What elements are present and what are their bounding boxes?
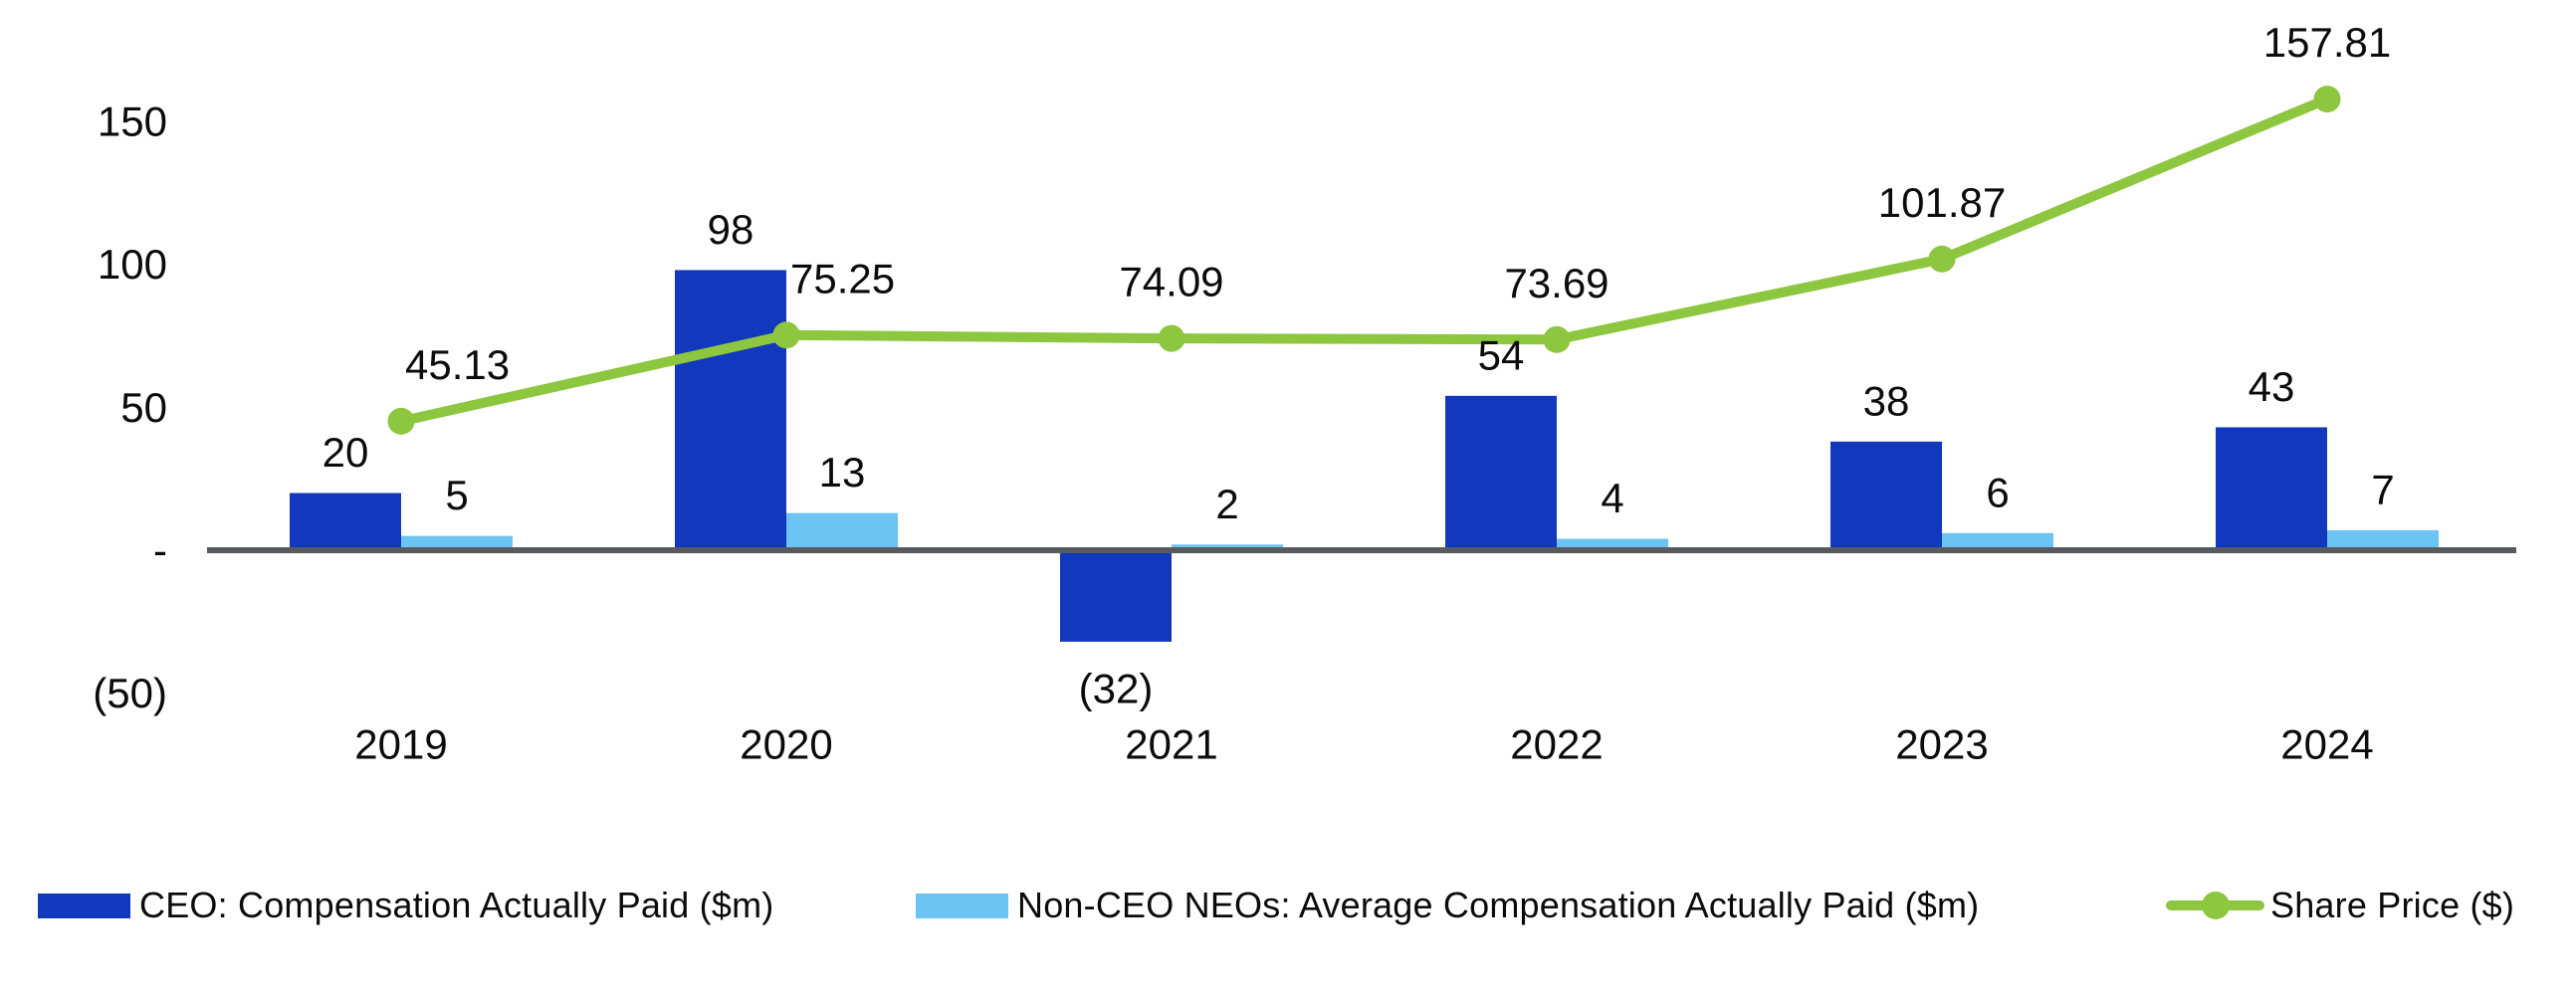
bar-ceo-2022 (1445, 395, 1557, 550)
x-axis-label-2023: 2023 (1895, 721, 1988, 768)
bar-ceo-2019 (290, 493, 401, 550)
bar-nonceo-2022 (1557, 538, 1668, 550)
y-axis-tick-label: 150 (98, 99, 167, 145)
bar-ceo-2024 (2216, 427, 2327, 550)
bar-label-nonceo-2020: 13 (819, 449, 866, 496)
share-price-line (396, 94, 2332, 427)
x-axis-label-2020: 2020 (740, 721, 832, 768)
bar-nonceo-2019 (401, 535, 513, 550)
bar-label-ceo-2022: 54 (1478, 331, 1525, 378)
x-axis-line (207, 547, 2516, 553)
bar-nonceo-2024 (2327, 529, 2439, 550)
bar-label-nonceo-2019: 5 (445, 472, 468, 518)
line-label-2022: 73.69 (1504, 260, 1609, 306)
y-axis-tick-label: 100 (98, 241, 167, 288)
line-marker-2024 (2313, 86, 2341, 113)
bar-label-ceo-2019: 20 (322, 429, 369, 476)
bar-label-ceo-2020: 98 (708, 206, 754, 253)
line-marker-2019 (387, 407, 415, 435)
x-axis-label-2022: 2022 (1510, 721, 1603, 768)
bar-label-nonceo-2023: 6 (1986, 469, 2009, 515)
y-axis-tick-label: (50) (93, 670, 167, 716)
line-marker-2021 (1158, 324, 1185, 352)
line-label-2020: 75.25 (790, 255, 895, 301)
bar-label-nonceo-2024: 7 (2371, 466, 2394, 512)
x-axis-label-2021: 2021 (1125, 721, 1217, 768)
line-label-2021: 74.09 (1119, 259, 1223, 305)
line-marker-2022 (1543, 325, 1571, 353)
bar-ceo-2020 (675, 270, 786, 550)
bar-nonceo-2023 (1942, 532, 2053, 550)
y-axis-tick-label: - (153, 527, 167, 574)
bar-ceo-2023 (1830, 441, 1942, 550)
line-marker-2023 (1928, 245, 1956, 273)
line-label-2023: 101.87 (1878, 179, 2006, 226)
line-marker-2020 (772, 321, 800, 349)
bar-label-ceo-2024: 43 (2249, 363, 2295, 410)
bar-label-nonceo-2022: 4 (1601, 475, 1623, 521)
bar-label-ceo-2021: (32) (1079, 665, 1154, 711)
x-axis-label-2019: 2019 (354, 721, 447, 768)
x-axis-label-2024: 2024 (2280, 721, 2373, 768)
bar-label-nonceo-2021: 2 (1215, 481, 1238, 527)
bar-nonceo-2020 (786, 512, 898, 550)
bar-label-ceo-2023: 38 (1863, 377, 1910, 424)
y-axis-tick-label: 50 (120, 384, 167, 431)
line-label-2024: 157.81 (2263, 19, 2391, 66)
bar-ceo-2021 (1060, 550, 1172, 642)
line-label-2019: 45.13 (405, 341, 510, 388)
